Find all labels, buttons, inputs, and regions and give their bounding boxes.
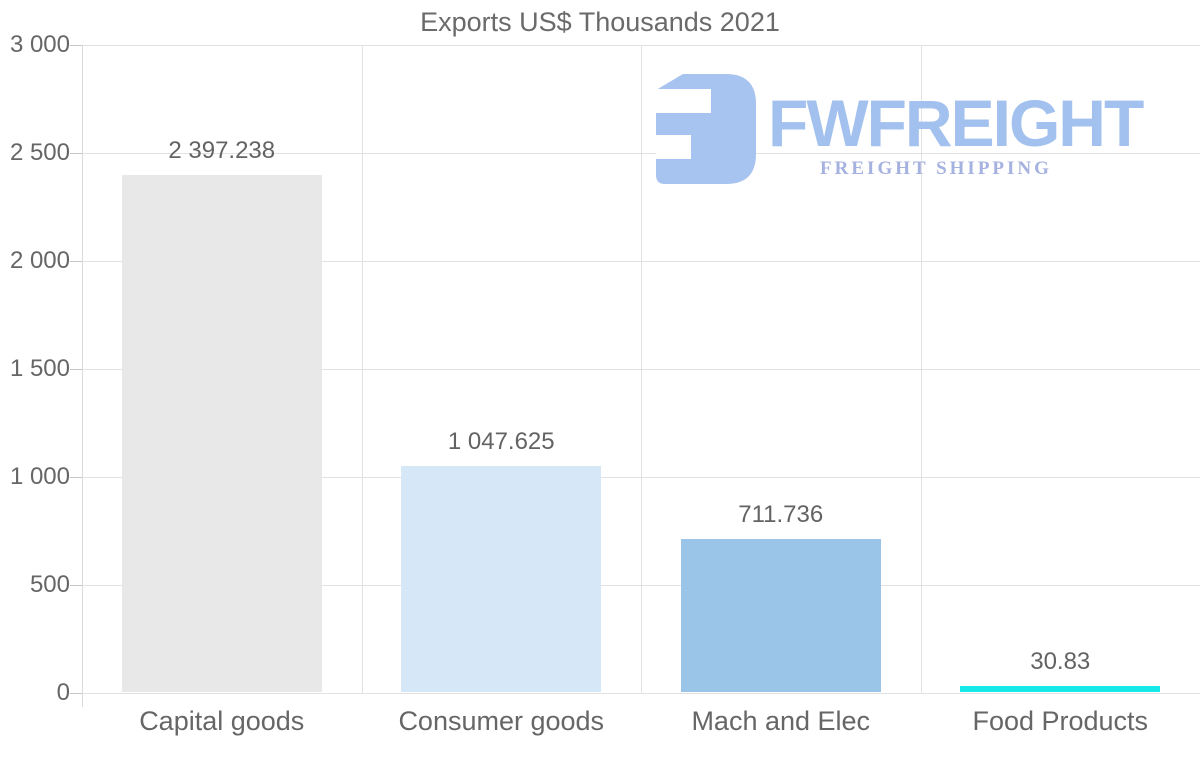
x-gridline [361,45,363,693]
logo-wordmark: FWFREIGHT [768,86,1144,160]
bar-consumer-goods [401,466,602,693]
y-axis-tick [70,584,82,586]
fwfreight-logo: FWFREIGHT FREIGHT SHIPPING [645,64,1165,199]
fwfreight-logo-icon [656,74,756,184]
chart-title: Exports US$ Thousands 2021 [420,7,780,37]
logo-tagline: FREIGHT SHIPPING [820,158,1052,179]
bar-value-label-mach-and-elec: 711.736 [738,500,824,528]
y-tick-label: 1 000 [9,462,70,490]
bar-value-label-consumer-goods: 1 047.625 [447,428,555,456]
y-tick-label: 0 [56,678,70,706]
bar-value-label-capital-goods: 2 397.238 [168,137,276,165]
x-category-label-consumer-goods: Consumer goods [398,706,605,736]
x-category-label-capital-goods: Capital goods [139,706,305,736]
y-axis-tick [70,152,82,154]
y-tick-label: 3 000 [9,31,70,58]
bar-capital-goods [121,175,322,693]
x-category-label-food-products: Food Products [972,706,1149,736]
bar-mach-and-elec [680,538,881,693]
x-category-label-mach-and-elec: Mach and Elec [691,706,871,736]
x-gridline [641,45,642,693]
y-axis-tick [70,260,82,262]
y-gridline [82,692,1200,694]
y-axis-tick [70,692,82,694]
y-axis-line [82,45,83,707]
y-axis-tick [70,476,82,478]
y-tick-label: 500 [29,570,70,598]
y-axis-tick [70,368,82,370]
bar-value-label-food-products: 30.83 [1030,647,1091,675]
y-tick-label: 1 500 [9,354,70,382]
y-tick-label: 2 000 [9,246,70,274]
y-tick-label: 2 500 [9,138,70,166]
bar-food-products [960,685,1161,693]
y-axis-tick [70,45,82,46]
x-gridline [920,45,922,693]
